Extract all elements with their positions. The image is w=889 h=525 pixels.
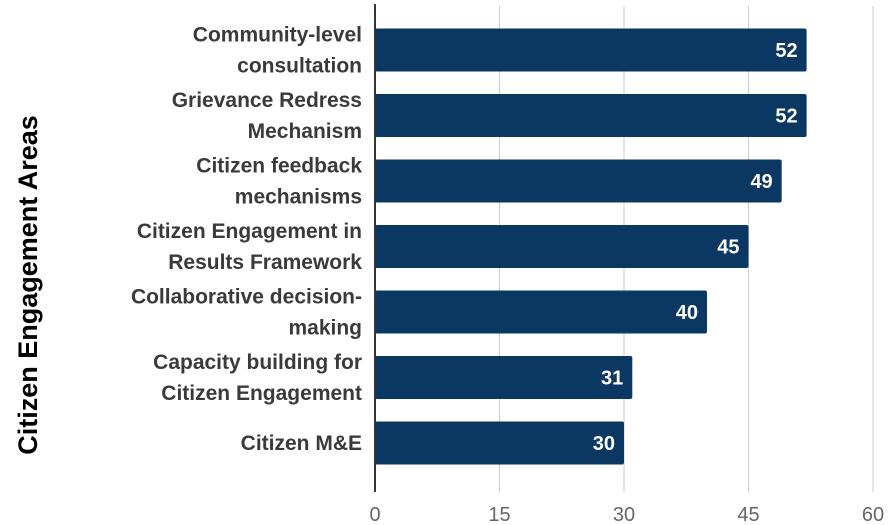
- bar: [375, 356, 633, 399]
- category-label: Grievance Redress Mechanism: [172, 89, 362, 143]
- bar: [375, 159, 782, 203]
- bar: [375, 28, 807, 72]
- value-labels: 52 52 49 45 40 31 30: [593, 40, 798, 455]
- category-label: Citizen M&E: [241, 432, 362, 455]
- bar-value-label: 49: [750, 171, 772, 193]
- category-label-line: Capacity building for: [153, 351, 362, 374]
- category-label-line: Citizen Engagement in: [137, 220, 362, 243]
- category-label-line: Community-level: [193, 24, 362, 47]
- bar-value-label: 31: [601, 368, 623, 390]
- bar: [375, 421, 624, 465]
- category-label-line: Citizen feedback: [196, 155, 362, 178]
- bar: [375, 290, 707, 334]
- category-label-line: Results Framework: [168, 251, 362, 274]
- x-tick-label: 30: [613, 504, 635, 525]
- x-tick-label: 0: [369, 504, 380, 525]
- category-label-line: Citizen M&E: [241, 432, 362, 455]
- x-axis-ticks: 0 15 30 45 60: [369, 504, 884, 525]
- category-label-line: Collaborative decision-: [131, 286, 362, 309]
- category-label: Citizen Engagement in Results Framework: [137, 220, 362, 274]
- bar: [375, 225, 749, 268]
- x-tick-label: 45: [737, 504, 759, 525]
- category-label: Citizen feedback mechanisms: [196, 155, 362, 209]
- bar-value-label: 30: [593, 433, 615, 455]
- y-axis-title: Citizen Engagement Areas: [13, 115, 43, 455]
- category-label: Community-level consultation: [193, 24, 362, 78]
- category-label-line: Mechanism: [248, 120, 362, 143]
- x-tick-label: 60: [862, 504, 884, 525]
- bar-value-label: 40: [676, 302, 698, 324]
- category-label: Collaborative decision-making: [131, 286, 362, 340]
- bar-value-label: 52: [775, 40, 797, 62]
- x-tick-label: 15: [488, 504, 510, 525]
- category-label-line: Citizen Engagement: [161, 382, 362, 405]
- category-label-line: mechanisms: [235, 186, 362, 209]
- bar-value-label: 45: [717, 237, 739, 259]
- bar: [375, 94, 807, 137]
- category-label-line: Grievance Redress: [172, 89, 362, 112]
- category-label-line: consultation: [237, 55, 362, 78]
- category-labels: Community-level consultation Grievance Red…: [131, 24, 362, 456]
- bar-value-label: 52: [775, 106, 797, 128]
- category-label: Capacity building for Citizen Engagement: [153, 351, 362, 405]
- category-label-line: making: [288, 317, 362, 340]
- bars: [375, 28, 807, 465]
